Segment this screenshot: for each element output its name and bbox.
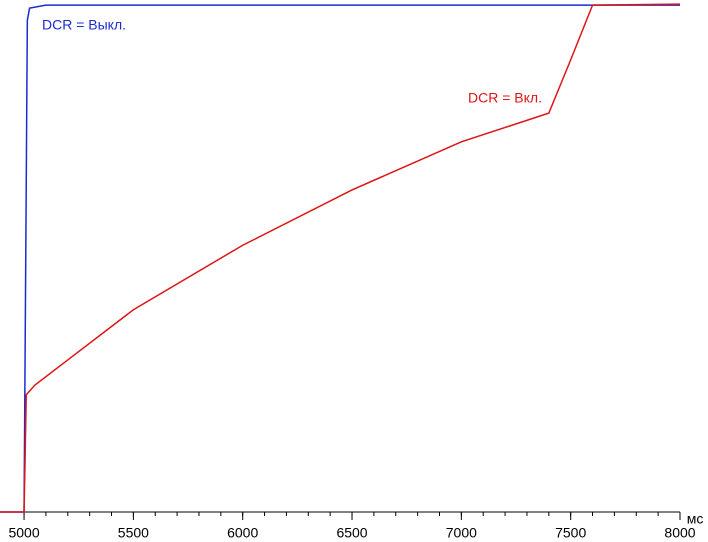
x-tick-label: 7000 [446, 525, 477, 541]
x-tick-label: 6500 [336, 525, 367, 541]
series-line [0, 3, 681, 513]
series-line [0, 4, 680, 513]
x-tick-label: 5500 [118, 525, 149, 541]
series-annotation: DCR = Вкл. [468, 90, 542, 106]
x-tick-label: 5000 [8, 525, 39, 541]
x-tick-label: 6000 [227, 525, 258, 541]
x-tick-label: 7500 [555, 525, 586, 541]
x-unit-label: мс [687, 511, 704, 527]
series-annotation: DCR = Выкл. [42, 17, 126, 33]
x-tick-label: 8000 [664, 525, 695, 541]
